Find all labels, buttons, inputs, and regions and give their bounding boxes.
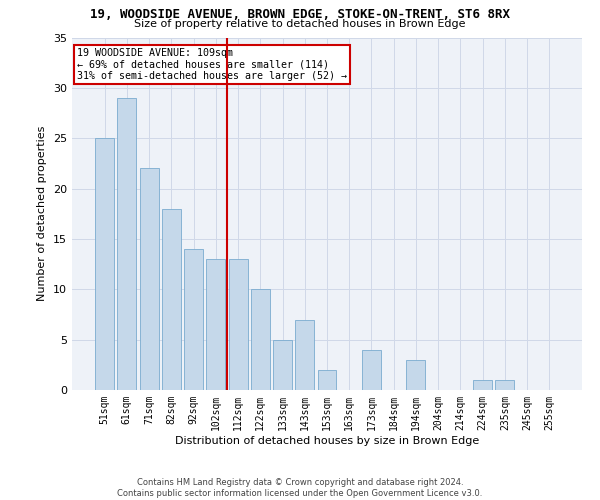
Text: Contains HM Land Registry data © Crown copyright and database right 2024.
Contai: Contains HM Land Registry data © Crown c… bbox=[118, 478, 482, 498]
Bar bbox=[406, 360, 425, 390]
Bar bbox=[118, 98, 136, 390]
Bar bbox=[140, 168, 158, 390]
Bar bbox=[162, 208, 181, 390]
X-axis label: Distribution of detached houses by size in Brown Edge: Distribution of detached houses by size … bbox=[175, 436, 479, 446]
Bar bbox=[317, 370, 337, 390]
Bar bbox=[229, 259, 248, 390]
Bar bbox=[206, 259, 225, 390]
Text: 19, WOODSIDE AVENUE, BROWN EDGE, STOKE-ON-TRENT, ST6 8RX: 19, WOODSIDE AVENUE, BROWN EDGE, STOKE-O… bbox=[90, 8, 510, 20]
Bar bbox=[496, 380, 514, 390]
Bar bbox=[95, 138, 114, 390]
Text: 19 WOODSIDE AVENUE: 109sqm
← 69% of detached houses are smaller (114)
31% of sem: 19 WOODSIDE AVENUE: 109sqm ← 69% of deta… bbox=[77, 48, 347, 82]
Text: Size of property relative to detached houses in Brown Edge: Size of property relative to detached ho… bbox=[134, 19, 466, 29]
Bar bbox=[295, 320, 314, 390]
Bar bbox=[273, 340, 292, 390]
Bar bbox=[362, 350, 381, 390]
Bar bbox=[251, 290, 270, 390]
Bar bbox=[473, 380, 492, 390]
Y-axis label: Number of detached properties: Number of detached properties bbox=[37, 126, 47, 302]
Bar bbox=[184, 249, 203, 390]
